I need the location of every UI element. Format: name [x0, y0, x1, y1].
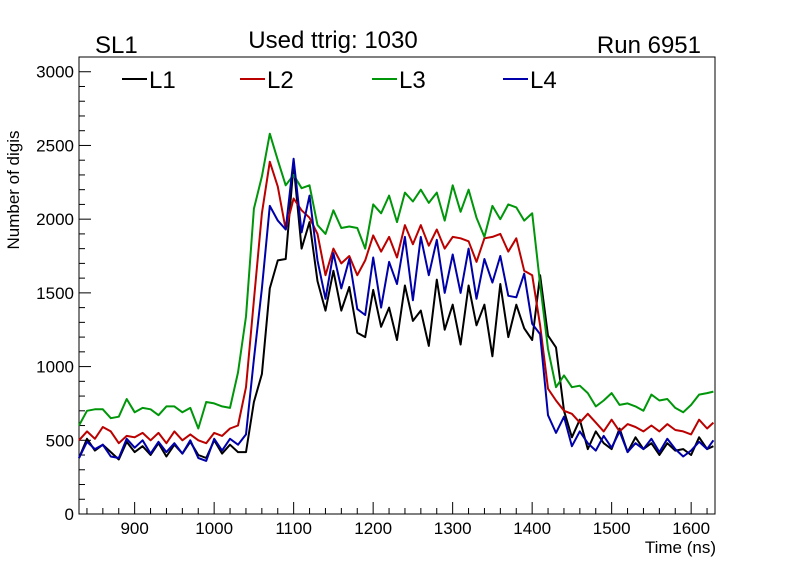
x-tick-label: 900: [120, 519, 148, 538]
series-line-l2: [78, 160, 715, 445]
series-line-l1: [78, 163, 714, 461]
y-tick-label: 1000: [36, 358, 74, 377]
series-layer: [78, 132, 715, 462]
corner-label-right: Run 6951: [597, 32, 701, 59]
legend-label-l2: L2: [267, 67, 294, 94]
legend-label-l4: L4: [530, 67, 557, 94]
legend-label-l1: L1: [149, 67, 176, 94]
y-tick-label: 2500: [36, 136, 74, 155]
corner-label-left: SL1: [95, 32, 138, 59]
y-tick-label: 3000: [36, 63, 74, 82]
x-tick-label: 1600: [672, 519, 710, 538]
series-line-l3: [78, 132, 714, 430]
x-tick-label: 1500: [593, 519, 631, 538]
x-tick-label: 1200: [354, 519, 392, 538]
y-axis-label: Number of digis: [4, 130, 23, 249]
x-tick-label: 1000: [195, 519, 233, 538]
y-tick-label: 1500: [36, 284, 74, 303]
legend-label-l3: L3: [399, 67, 426, 94]
x-tick-label: 1100: [275, 519, 312, 538]
y-axis: 0 500 1000 1500 2000 2500 3000: [36, 56, 91, 524]
chart-title: Used ttrig: 1030: [248, 27, 417, 54]
x-axis: 900 1000 1100 1200 1300 1400 1500 1600: [86, 502, 710, 538]
x-tick-label: 1300: [434, 519, 472, 538]
y-tick-label: 2000: [36, 210, 74, 229]
y-tick-label: 0: [65, 505, 74, 524]
plot-frame: [78, 56, 716, 515]
legend: L1 L2 L3 L4: [122, 67, 557, 94]
x-axis-label: Time (ns): [645, 538, 716, 557]
x-tick-label: 1400: [513, 519, 551, 538]
series-line-l4: [78, 157, 715, 462]
y-tick-label: 500: [46, 431, 74, 450]
